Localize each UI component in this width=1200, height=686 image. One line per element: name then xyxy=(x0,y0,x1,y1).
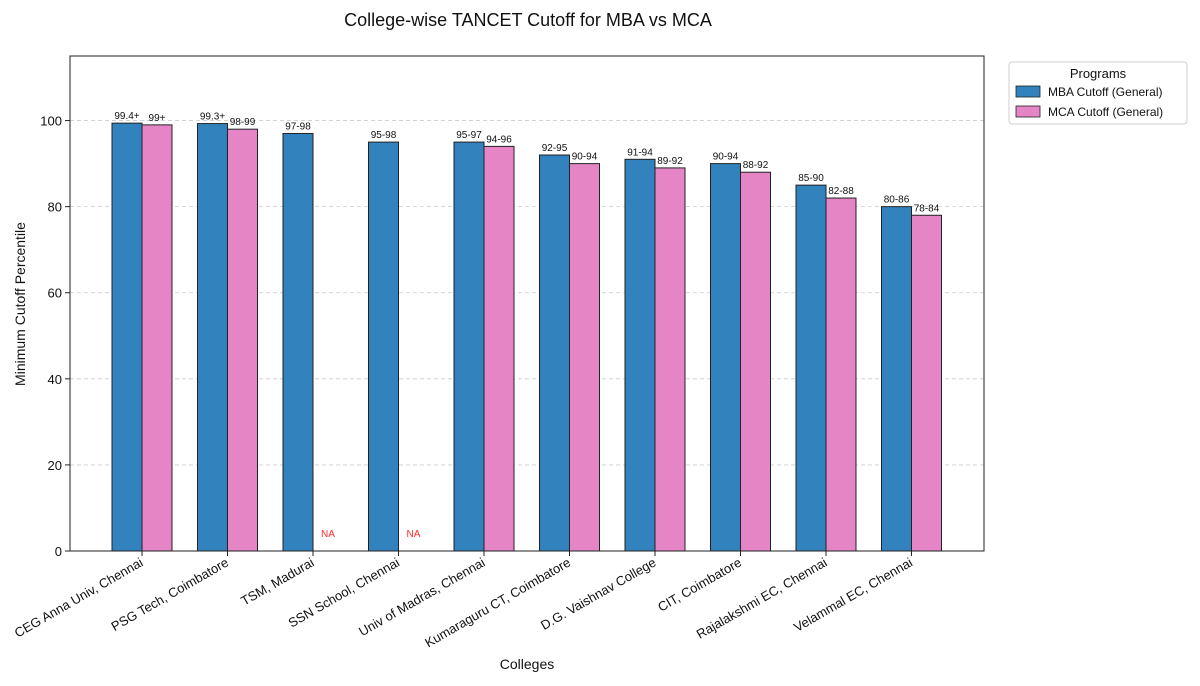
bar xyxy=(710,163,741,552)
bar-label: 90-94 xyxy=(713,152,739,163)
bar-label: 99.4+ xyxy=(114,111,139,122)
bar-label-na: NA xyxy=(321,529,335,540)
x-tick-label: CIT, Coimbatore xyxy=(655,555,744,615)
legend-title: Programs xyxy=(1070,66,1127,81)
bar-label: 91-94 xyxy=(627,147,653,158)
bar-label: 88-92 xyxy=(743,160,769,171)
legend-swatch-mba xyxy=(1015,85,1041,98)
bar-label: 85-90 xyxy=(798,173,824,184)
bar xyxy=(539,154,570,552)
bar xyxy=(881,206,912,552)
y-axis-label: Minimum Cutoff Percentile xyxy=(12,222,28,386)
bar-labels: 99.4+ 99+ 99.3+ 98-99 97-98 NA 95-98 NA 95-97 94-… xyxy=(114,111,939,540)
bar-label: 80-86 xyxy=(884,195,910,206)
bar-label: 94-96 xyxy=(486,134,512,145)
x-axis-label: Colleges xyxy=(500,656,554,672)
bar xyxy=(141,124,173,552)
legend-label-mca: MCA Cutoff (General) xyxy=(1048,105,1163,119)
bar xyxy=(795,184,827,552)
bar-label: 89-92 xyxy=(657,156,683,167)
y-tick-label: 0 xyxy=(55,544,62,559)
bar-label-na: NA xyxy=(407,529,421,540)
gridlines xyxy=(70,120,984,466)
x-tick-label: Kumaraguru CT, Coimbatore xyxy=(422,555,573,651)
plot-frame xyxy=(69,55,985,552)
y-tick-label: 100 xyxy=(40,114,62,129)
bar-label: 95-97 xyxy=(456,130,482,141)
bar-label: 95-98 xyxy=(371,130,397,141)
x-tick-label: TSM, Madurai xyxy=(238,555,316,609)
bar xyxy=(740,171,771,552)
bar-label: 99.3+ xyxy=(200,112,225,123)
bar-label: 78-84 xyxy=(914,203,940,214)
bar xyxy=(111,122,143,552)
bar xyxy=(197,123,228,552)
bar-label: 82-88 xyxy=(828,186,854,197)
y-tick-label: 20 xyxy=(48,458,62,473)
bar xyxy=(825,197,857,552)
bar xyxy=(911,214,942,552)
legend-box xyxy=(1008,61,1188,125)
bar-label: 92-95 xyxy=(542,143,568,154)
bar xyxy=(624,158,656,552)
bar-label: 97-98 xyxy=(285,121,311,132)
y-tick-label: 80 xyxy=(48,200,62,215)
bar xyxy=(368,141,399,552)
bar-label: 98-99 xyxy=(230,117,256,128)
legend-label-mba: MBA Cutoff (General) xyxy=(1048,85,1163,99)
bar-label: 99+ xyxy=(149,113,166,124)
y-axis: 0 20 40 60 80 100 xyxy=(40,114,70,559)
bar xyxy=(227,128,258,552)
bar xyxy=(654,167,686,552)
bar xyxy=(453,141,485,552)
bar xyxy=(569,163,600,552)
bar-label: 90-94 xyxy=(572,152,598,163)
bar xyxy=(282,132,314,552)
legend: Programs MBA Cutoff (General) MCA Cutoff… xyxy=(1008,61,1188,125)
y-tick-label: 60 xyxy=(48,286,62,301)
bar xyxy=(483,145,515,552)
chart-title: College-wise TANCET Cutoff for MBA vs MC… xyxy=(344,10,712,30)
y-tick-label: 40 xyxy=(48,372,62,387)
bars xyxy=(111,122,942,552)
legend-swatch-mca xyxy=(1015,105,1041,118)
